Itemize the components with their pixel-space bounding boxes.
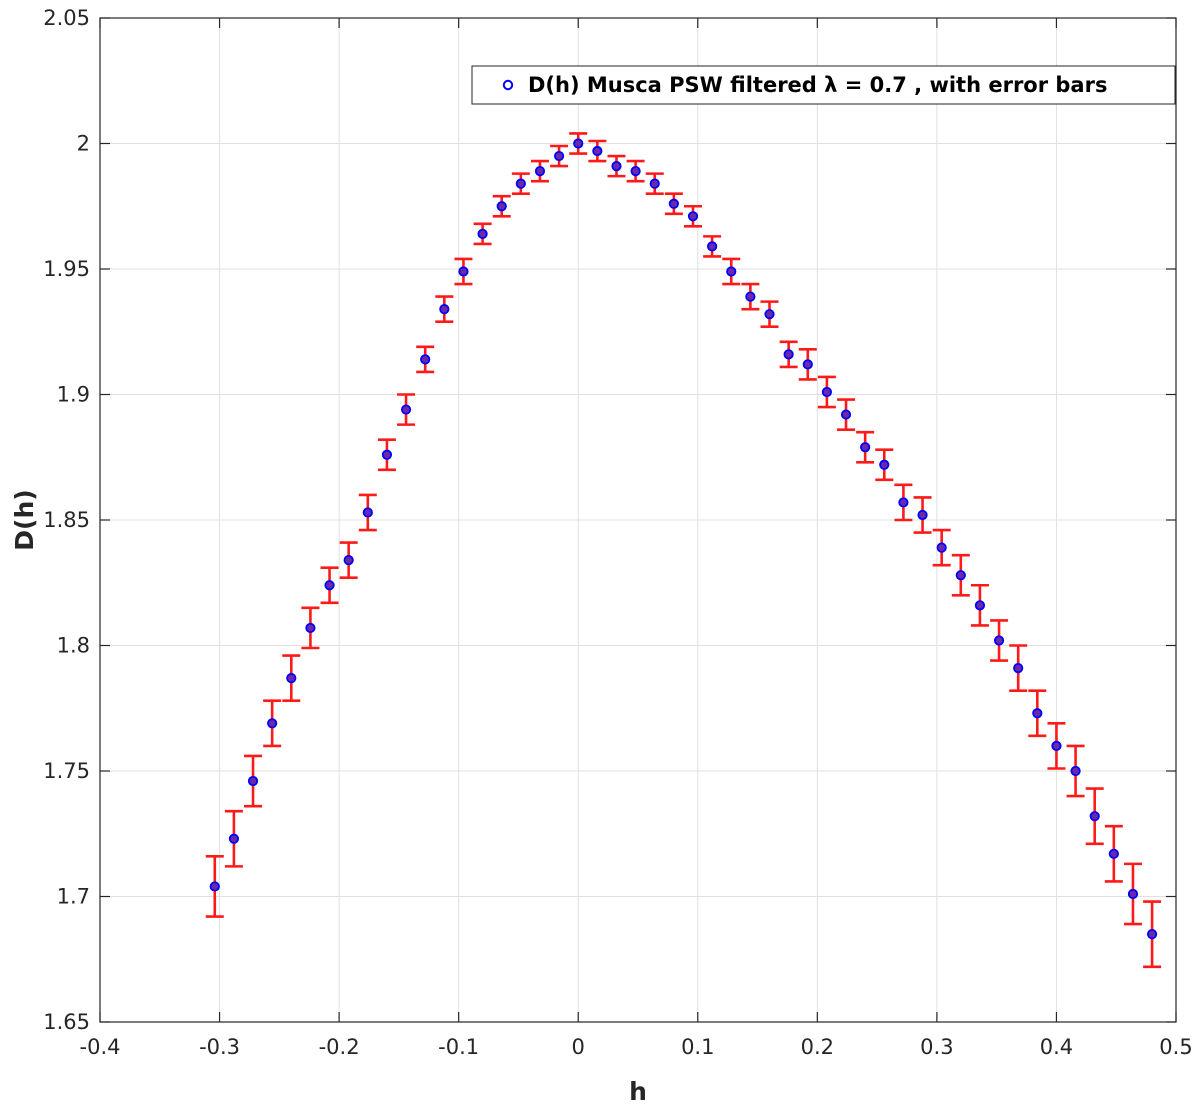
y-tick-label: 2	[77, 132, 90, 156]
data-point	[247, 775, 259, 787]
data-point	[726, 266, 737, 277]
data-point	[745, 291, 756, 302]
x-tick-label: 0.2	[801, 1035, 834, 1059]
x-tick-label: -0.4	[80, 1035, 121, 1059]
y-tick-label: 1.95	[43, 257, 90, 281]
data-point	[687, 211, 699, 222]
data-point	[630, 166, 641, 177]
data-point	[515, 178, 526, 189]
data-point	[286, 673, 297, 684]
data-point	[955, 570, 966, 581]
data-point	[879, 459, 890, 470]
x-tick-label: -0.3	[199, 1035, 240, 1059]
data-point	[267, 718, 278, 729]
y-tick-label: 2.05	[43, 6, 90, 30]
legend-label: D(h) Musca PSW filtered λ = 0.7 , with e…	[528, 73, 1107, 97]
data-point	[898, 497, 909, 508]
data-points	[209, 138, 1158, 940]
data-point	[821, 386, 832, 398]
data-point	[1146, 929, 1158, 940]
y-tick-label: 1.9	[57, 383, 90, 407]
data-point	[592, 145, 603, 157]
data-point	[1127, 888, 1139, 900]
data-point	[228, 833, 240, 844]
x-tick-label: 0.3	[920, 1035, 953, 1059]
data-point	[534, 166, 546, 177]
data-point	[362, 507, 373, 518]
data-point	[764, 309, 775, 320]
data-point	[783, 349, 794, 360]
data-point	[496, 201, 507, 212]
x-tick-label: -0.1	[438, 1035, 479, 1059]
data-point	[209, 881, 220, 892]
data-point	[1089, 811, 1100, 822]
data-point	[993, 635, 1005, 646]
y-axis-label: D(h)	[10, 489, 39, 550]
data-point	[420, 354, 431, 365]
data-point	[400, 404, 412, 415]
data-point	[1070, 765, 1081, 777]
x-tick-label: -0.2	[319, 1035, 360, 1059]
data-point	[458, 266, 469, 277]
x-tick-label: 0.4	[1040, 1035, 1073, 1059]
x-axis-label: h	[629, 1077, 647, 1106]
legend-box	[471, 65, 1176, 105]
data-point	[707, 241, 718, 252]
data-point	[802, 359, 813, 370]
data-point	[439, 304, 450, 315]
data-point	[305, 622, 316, 634]
data-point	[974, 600, 986, 611]
data-point	[917, 509, 928, 521]
data-point	[477, 228, 488, 239]
data-point	[936, 542, 947, 553]
data-point	[553, 150, 565, 162]
x-tick-label: 0.1	[681, 1035, 714, 1059]
data-point	[381, 449, 393, 460]
data-point	[1032, 708, 1043, 719]
data-point	[649, 178, 660, 189]
y-tick-labels: 1.65 1.7 1.75 1.8 1.85 1.9 1.95 2 2.05	[43, 6, 90, 1034]
legend-marker-icon	[502, 79, 514, 91]
legend: D(h) Musca PSW filtered λ = 0.7 , with e…	[471, 65, 1176, 105]
data-point	[840, 409, 852, 420]
axis-ticks	[99, 17, 1177, 1023]
data-point	[611, 160, 622, 172]
data-point	[573, 138, 584, 149]
y-tick-label: 1.75	[43, 759, 90, 783]
grid-lines	[100, 18, 1176, 1022]
data-point	[343, 555, 354, 566]
data-point	[324, 580, 335, 591]
y-tick-label: 1.65	[43, 1010, 90, 1034]
data-point	[1051, 740, 1062, 752]
data-point	[860, 442, 871, 453]
data-point	[1013, 662, 1024, 674]
y-tick-label: 1.8	[57, 634, 90, 658]
data-point	[668, 198, 679, 209]
x-tick-label: 0.5	[1159, 1035, 1192, 1059]
data-point	[1108, 848, 1119, 859]
x-tick-labels: -0.4 -0.3 -0.2 -0.1 0 0.1 0.2 0.3 0.4 0.5	[80, 1035, 1193, 1059]
y-tick-label: 1.7	[57, 885, 90, 909]
y-tick-label: 1.85	[43, 508, 90, 532]
x-tick-label: 0	[572, 1035, 585, 1059]
